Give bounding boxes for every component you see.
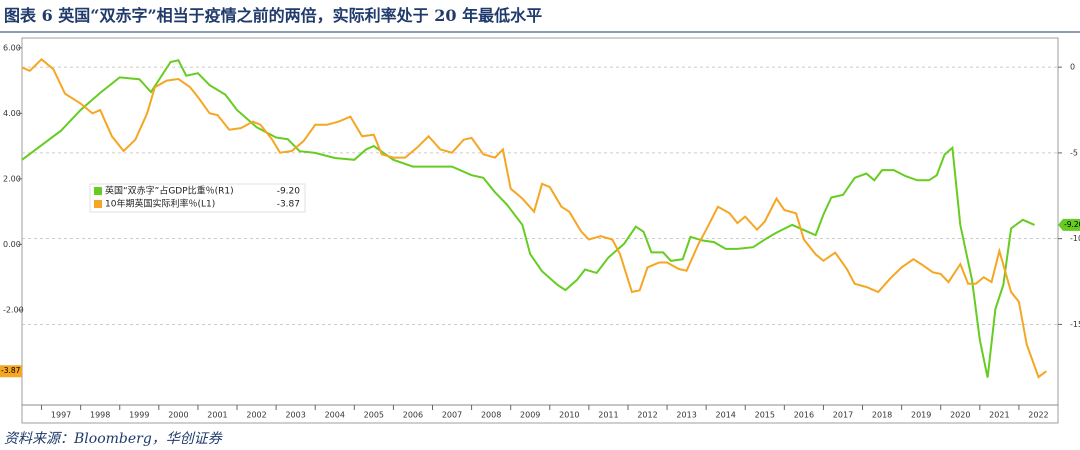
legend-value: -9.20: [277, 187, 301, 197]
x-tick-label: 1999: [129, 411, 149, 420]
y-tick-label: 2.00: [3, 174, 21, 183]
x-tick-label: 2015: [755, 411, 775, 420]
x-tick-label: 2022: [1028, 411, 1048, 420]
legend-swatch: [94, 187, 102, 195]
legend-box: [89, 183, 306, 213]
last-value-badge: [1058, 218, 1080, 231]
x-tick-label: 2019: [911, 411, 931, 420]
x-tick-label: 2003: [285, 411, 305, 420]
x-tick-label: 1998: [90, 411, 110, 420]
y2-tick-label: -5: [1070, 148, 1078, 157]
y2-tick-label: -10: [1070, 234, 1080, 243]
x-tick-label: 2010: [559, 411, 579, 420]
x-axis-band: [21, 404, 1059, 424]
source-note: 资料来源：Bloomberg，华创证券: [4, 431, 222, 447]
x-tick-label: 2006: [403, 411, 423, 420]
legend-label: 10年期英国实际利率％(L1): [105, 198, 215, 210]
x-tick-label: 2012: [637, 411, 657, 420]
plot-frame: [21, 37, 1059, 406]
legend-label: 英国“双赤字”占GDP比重％(R1): [105, 185, 234, 197]
x-tick-label: 2008: [481, 411, 501, 420]
last-value-label: -9.20: [1064, 220, 1080, 229]
x-tick-label: 2000: [168, 411, 188, 420]
x-tick-label: 2014: [716, 411, 736, 420]
y-tick-label: 6.00: [3, 43, 21, 52]
y-tick-label: 4.00: [3, 109, 21, 118]
x-tick-label: 2011: [598, 411, 618, 420]
x-tick-label: 2002: [246, 411, 266, 420]
y2-tick-label: -15: [1070, 320, 1080, 329]
x-tick-label: 2009: [520, 411, 540, 420]
x-tick-label: 2013: [676, 411, 696, 420]
y2-tick-label: 0: [1070, 63, 1075, 72]
y-tick-label: -2.00: [3, 305, 24, 314]
x-tick-label: 1997: [51, 411, 71, 420]
series-line: [21, 59, 1035, 378]
x-tick-label: 2021: [989, 411, 1009, 420]
series-line: [21, 57, 1047, 379]
chart-title: 图表 6 英国“双赤字”相当于疫情之前的两倍，实际利率处于 20 年最低水平: [4, 6, 543, 25]
x-tick-label: 2016: [794, 411, 814, 420]
y-tick-label: 0.00: [3, 240, 21, 249]
legend-value: -3.87: [277, 200, 300, 210]
x-tick-label: 2004: [325, 411, 345, 420]
x-tick-label: 2005: [364, 411, 384, 420]
x-tick-label: 2018: [872, 411, 892, 420]
x-tick-label: 2017: [833, 411, 853, 420]
x-tick-label: 2007: [442, 411, 462, 420]
last-value-badge: [0, 365, 22, 378]
x-tick-label: 2020: [950, 411, 970, 420]
last-value-label: -3.87: [1, 366, 21, 375]
x-tick-label: 2001: [207, 411, 227, 420]
legend-swatch: [94, 200, 102, 208]
